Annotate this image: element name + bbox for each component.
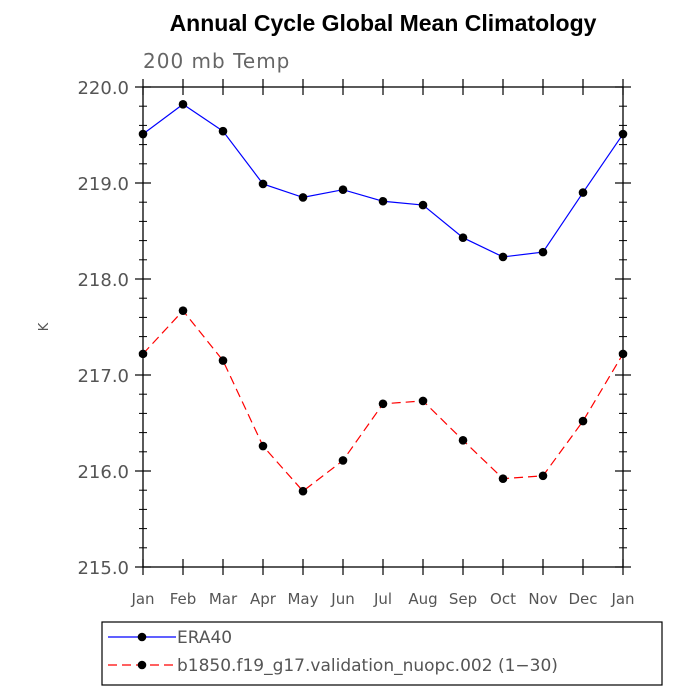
x-tick-label: Jan <box>130 590 154 608</box>
series-1-point <box>338 185 348 195</box>
series-1-point <box>458 233 468 243</box>
series-2-point <box>418 396 428 406</box>
series-2-point <box>458 435 468 445</box>
x-tick-label: Sep <box>449 590 477 608</box>
y-tick-label: 216.0 <box>77 462 129 483</box>
chart-subtitle: 200 mb Temp <box>143 49 290 73</box>
y-axis-label: K <box>37 322 52 331</box>
plot-frame <box>142 86 624 568</box>
series-1-point <box>498 252 508 262</box>
legend-label-1: ERA40 <box>177 628 232 648</box>
series-2-point <box>178 306 188 315</box>
x-tick-label: Aug <box>408 590 437 608</box>
y-tick-label: 218.0 <box>77 270 129 291</box>
series-1-point <box>218 126 228 136</box>
series-1-point <box>578 188 588 197</box>
legend-marker-2 <box>137 660 147 670</box>
series-2-point <box>378 399 388 409</box>
series-line-1 <box>142 103 624 258</box>
series-1-point <box>298 193 308 202</box>
x-tick-label: Jul <box>373 590 392 608</box>
series-2-point <box>578 416 588 426</box>
x-tick-label: Dec <box>568 590 597 608</box>
x-tick-label: Nov <box>528 590 557 608</box>
x-tick-label: Jun <box>330 590 354 608</box>
series-1-point <box>378 196 388 206</box>
legend-label-2: b1850.f19_g17.validation_nuopc.002 (1−30… <box>177 656 558 676</box>
series-1-point <box>538 247 548 257</box>
x-tick-label: Jan <box>610 590 634 608</box>
series-2-point <box>258 441 268 451</box>
chart-title: Annual Cycle Global Mean Climatology <box>170 10 597 36</box>
y-tick-label: 219.0 <box>77 174 129 195</box>
y-tick-label: 220.0 <box>77 78 129 99</box>
x-tick-label: Apr <box>250 590 277 608</box>
x-tick-label: May <box>287 590 318 608</box>
axis-ticks: 215.0 216.0 217.0 218.0 219.0 220.0 Jan Feb Mar A… <box>77 78 634 608</box>
series-2-point <box>538 471 548 481</box>
series-1-point <box>258 179 268 189</box>
legend-marker-1 <box>137 632 147 642</box>
series-1-point <box>418 200 428 210</box>
x-tick-label: Oct <box>490 590 516 608</box>
series-layer <box>138 99 628 496</box>
legend: ERA40 b1850.f19_g17.validation_nuopc.002 … <box>101 621 663 686</box>
y-tick-label: 217.0 <box>77 366 129 387</box>
y-tick-label: 215.0 <box>77 558 129 579</box>
series-1-point <box>178 99 188 109</box>
series-2-point <box>338 456 348 465</box>
series-2-point <box>298 486 308 496</box>
legend-box <box>101 621 663 686</box>
series-2-point <box>498 474 508 483</box>
series-2-point <box>218 356 228 365</box>
x-tick-label: Mar <box>209 590 238 608</box>
x-tick-label: Feb <box>170 590 197 608</box>
